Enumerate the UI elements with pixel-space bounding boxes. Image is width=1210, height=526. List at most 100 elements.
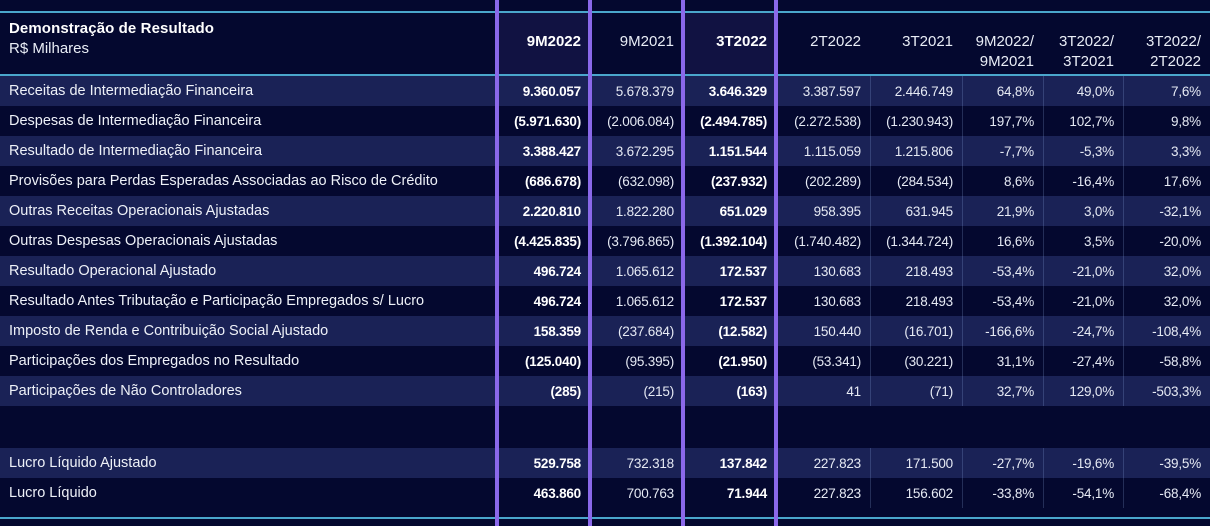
table-cell: -5,3%	[1043, 136, 1123, 166]
table-title: Demonstração de Resultado	[9, 20, 215, 37]
top-rule	[0, 11, 1210, 13]
column-header-9m2022: 9M2022/9M2021	[962, 13, 1043, 74]
column-header-label: 3T2022/	[1145, 33, 1201, 50]
table-cell: -166,6%	[962, 316, 1043, 346]
table-cell: 227.823	[813, 455, 862, 471]
table-cell: 32,0%	[1123, 256, 1210, 286]
highlight-column-border-right-3t2022	[774, 0, 778, 526]
table-cell: (215)	[643, 383, 674, 399]
table-cell: 64,8%	[962, 76, 1043, 106]
table-row: Imposto de Renda e Contribuição Social A…	[0, 316, 1210, 346]
table-cell: 172.537	[719, 293, 768, 309]
row-label: Provisões para Perdas Esperadas Associad…	[9, 173, 438, 189]
table-cell: 2.446.749	[870, 76, 962, 106]
table-cell: -33,8%	[962, 478, 1043, 508]
table-cell: (632.098)	[618, 173, 674, 189]
table-cell: (1.230.943)	[870, 106, 962, 136]
table-cell: 137.842	[719, 455, 768, 471]
table-cell: (284.534)	[870, 166, 962, 196]
table-cell: -503,3%	[1123, 376, 1210, 406]
table-cell: -108,4%	[1123, 316, 1210, 346]
table-cell: -21,0%	[1043, 256, 1123, 286]
table-cell: 9,8%	[1123, 106, 1210, 136]
table-cell: 218.493	[870, 286, 962, 316]
table-cell: 32,7%	[962, 376, 1043, 406]
table-cell: 41	[846, 383, 861, 399]
table-cell: 496.724	[533, 293, 582, 309]
table-cell: 1.822.280	[615, 203, 674, 219]
table-cell: (21.950)	[718, 353, 767, 369]
table-cell: 1.151.544	[708, 143, 767, 159]
table-cell: -24,7%	[1043, 316, 1123, 346]
table-cell: 9.360.057	[522, 83, 581, 99]
table-cell: (686.678)	[525, 173, 581, 189]
table-cell: 21,9%	[962, 196, 1043, 226]
table-cell: (1.740.482)	[794, 233, 861, 249]
column-header-label: 9M2022	[526, 33, 581, 50]
row-label: Resultado Antes Tributação e Participaçã…	[9, 293, 425, 309]
table-row: Resultado de Intermediação Financeira 3.3…	[0, 136, 1210, 166]
table-title-cell: Demonstração de Resultado R$ Milhares	[0, 13, 497, 74]
table-cell: 1.065.612	[615, 293, 674, 309]
table-row: Outras Despesas Operacionais Ajustadas (4…	[0, 226, 1210, 256]
header-rule	[0, 74, 1210, 76]
table-cell: 3.672.295	[615, 143, 674, 159]
table-cell: -68,4%	[1123, 478, 1210, 508]
row-label: Receitas de Intermediação Financeira	[9, 83, 254, 99]
column-header-label: 2T2022	[810, 33, 861, 50]
table-row: Provisões para Perdas Esperadas Associad…	[0, 166, 1210, 196]
highlight-column-border-left-9m2022	[495, 0, 499, 526]
row-label: Despesas de Intermediação Financeira	[9, 113, 262, 129]
column-header-3t2021: 3T2021	[870, 13, 962, 74]
table-cell: 1.215.806	[870, 136, 962, 166]
column-header-label-line2: 2T2022	[1150, 53, 1201, 70]
table-cell: (163)	[736, 383, 767, 399]
table-cell: (125.040)	[525, 353, 581, 369]
row-label: Imposto de Renda e Contribuição Social A…	[9, 323, 329, 339]
table-cell: (16.701)	[870, 316, 962, 346]
table-header-row: Demonstração de Resultado R$ Milhares 9M…	[0, 13, 1210, 74]
table-cell: 3.387.597	[802, 83, 861, 99]
table-cell: -58,8%	[1123, 346, 1210, 376]
table-cell: 631.945	[870, 196, 962, 226]
column-header-label-line2: 3T2021	[1063, 53, 1114, 70]
table-cell: (1.344.724)	[870, 226, 962, 256]
table-cell: 71.944	[726, 485, 767, 501]
table-cell: 49,0%	[1043, 76, 1123, 106]
table-cell: 130.683	[813, 293, 862, 309]
table-cell: (30.221)	[870, 346, 962, 376]
table-cell: (1.392.104)	[700, 233, 767, 249]
table-cell: -53,4%	[962, 256, 1043, 286]
table-cell: 1.115.059	[803, 143, 861, 159]
row-label: Participações dos Empregados no Resultad…	[9, 353, 300, 369]
table-cell: 3.646.329	[708, 83, 767, 99]
table-cell: 7,6%	[1123, 76, 1210, 106]
table-cell: (2.272.538)	[794, 113, 861, 129]
table-row: Outras Receitas Operacionais Ajustadas 2.…	[0, 196, 1210, 226]
table-cell: 463.860	[533, 485, 582, 501]
table-cell: 218.493	[870, 256, 962, 286]
table-cell: (237.684)	[618, 323, 674, 339]
row-label: Participações de Não Controladores	[9, 383, 242, 399]
table-cell: -7,7%	[962, 136, 1043, 166]
column-header-label: 3T2021	[902, 33, 953, 50]
table-cell: (5.971.630)	[514, 113, 581, 129]
row-label: Lucro Líquido	[9, 485, 97, 501]
table-row: Participações de Não Controladores (285) (…	[0, 376, 1210, 406]
table-cell: 150.440	[813, 323, 862, 339]
table-cell: 171.500	[870, 448, 962, 478]
table-cell: 529.758	[533, 455, 582, 471]
table-cell: (71)	[870, 376, 962, 406]
column-header-2t2022: 2T2022	[776, 13, 870, 74]
table-cell: (4.425.835)	[514, 233, 581, 249]
table-cell: 1.065.612	[615, 263, 674, 279]
table-cell: (2.494.785)	[700, 113, 767, 129]
table-row: Lucro Líquido 463.860 700.763 71.944 227.823…	[0, 478, 1210, 508]
table-cell: (95.395)	[625, 353, 674, 369]
table-cell: 156.602	[870, 478, 962, 508]
table-cell: 3,5%	[1043, 226, 1123, 256]
table-cell: -20,0%	[1123, 226, 1210, 256]
bottom-rule	[0, 517, 1210, 519]
column-header-9m2022: 9M2022	[497, 13, 590, 74]
table-body: Receitas de Intermediação Financeira 9.36…	[0, 76, 1210, 508]
